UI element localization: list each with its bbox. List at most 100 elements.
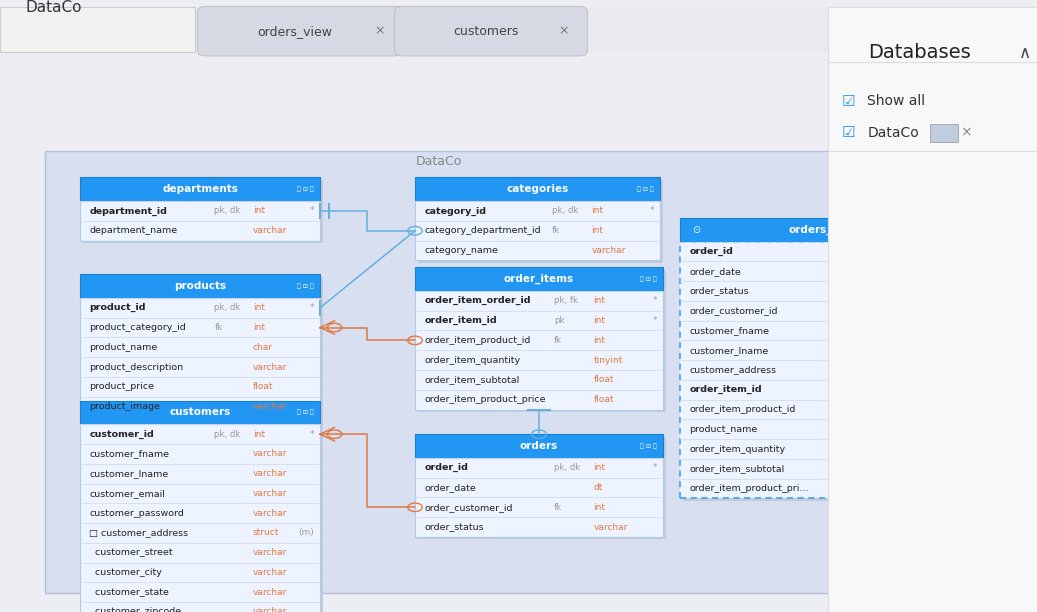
Text: varchar: varchar [253, 489, 287, 498]
Text: product_name: product_name [89, 343, 158, 352]
Text: varchar: varchar [873, 326, 907, 335]
Text: customers: customers [453, 24, 518, 38]
FancyBboxPatch shape [0, 7, 195, 52]
Text: fk: fk [554, 336, 562, 345]
Text: Databases: Databases [869, 43, 972, 62]
Text: varchar: varchar [253, 362, 287, 371]
FancyBboxPatch shape [683, 220, 951, 501]
Text: varchar: varchar [873, 346, 907, 355]
Text: 🖊 ⊡ 🖊: 🖊 ⊡ 🖊 [297, 409, 314, 416]
Text: pk: pk [830, 247, 841, 256]
Text: DataCo: DataCo [26, 0, 82, 15]
Text: *: * [652, 296, 656, 305]
Text: pk, dk: pk, dk [552, 206, 579, 215]
Text: customer_lname: customer_lname [690, 346, 768, 355]
Text: 🖊 ⊡ 🖊: 🖊 ⊡ 🖊 [640, 443, 656, 449]
FancyBboxPatch shape [80, 424, 320, 612]
Text: float: float [253, 382, 274, 391]
Text: ☑: ☑ [841, 94, 856, 109]
Text: int: int [593, 296, 606, 305]
FancyBboxPatch shape [415, 434, 663, 458]
FancyBboxPatch shape [415, 177, 660, 201]
Text: pk: pk [554, 316, 564, 325]
Text: int: int [591, 206, 604, 215]
FancyBboxPatch shape [418, 436, 666, 539]
Text: order_items: order_items [504, 274, 574, 284]
FancyBboxPatch shape [415, 291, 663, 409]
Text: customer_fname: customer_fname [89, 449, 169, 458]
Text: order_item_order_id: order_item_order_id [424, 296, 531, 305]
Text: struct: struct [253, 529, 279, 537]
Text: *: * [649, 206, 653, 215]
FancyBboxPatch shape [415, 458, 663, 537]
Text: department_id: department_id [89, 206, 167, 215]
Text: dt: dt [873, 267, 882, 276]
FancyBboxPatch shape [83, 403, 324, 612]
Text: *: * [937, 385, 942, 394]
FancyBboxPatch shape [45, 151, 833, 593]
Text: varchar: varchar [253, 509, 287, 518]
Text: int: int [593, 336, 606, 345]
Text: int: int [873, 385, 885, 394]
Text: pk, dk: pk, dk [215, 304, 241, 312]
Text: ☑: ☑ [841, 125, 856, 140]
Text: order_item_id: order_item_id [690, 385, 762, 394]
Text: order_item_subtotal: order_item_subtotal [690, 465, 785, 473]
FancyBboxPatch shape [83, 277, 324, 419]
Text: ∧: ∧ [1018, 44, 1031, 62]
Text: ref: ref [873, 365, 886, 375]
Text: product_description: product_description [89, 362, 184, 371]
Text: customer_fname: customer_fname [690, 326, 769, 335]
Text: tinyint: tinyint [593, 356, 623, 365]
Text: varchar: varchar [253, 226, 287, 235]
Text: customer_street: customer_street [89, 548, 173, 558]
Text: order_item_product_price: order_item_product_price [424, 395, 545, 404]
Text: float: float [593, 395, 614, 404]
FancyBboxPatch shape [83, 180, 324, 243]
FancyBboxPatch shape [828, 7, 1037, 612]
Text: int: int [873, 405, 885, 414]
Text: varchar: varchar [253, 449, 287, 458]
Text: customer_city: customer_city [89, 568, 162, 577]
Text: order_date: order_date [424, 483, 476, 492]
Text: customer_state: customer_state [89, 588, 169, 597]
Text: orders: orders [520, 441, 558, 451]
Text: product_category_id: product_category_id [89, 323, 186, 332]
FancyBboxPatch shape [198, 6, 403, 56]
Text: order_item_quantity: order_item_quantity [424, 356, 521, 365]
FancyBboxPatch shape [395, 6, 587, 56]
Text: *: * [309, 206, 314, 215]
Text: *: * [937, 247, 942, 256]
Text: 🖊 ⊡ 🖊: 🖊 ⊡ 🖊 [640, 276, 656, 282]
FancyBboxPatch shape [680, 242, 948, 498]
Text: int: int [253, 206, 264, 215]
Text: 🖊 ⊡ 🖊: 🖊 ⊡ 🖊 [297, 187, 314, 192]
Text: dt: dt [593, 483, 602, 492]
Text: order_item_product_id: order_item_product_id [690, 405, 795, 414]
Text: Show all: Show all [867, 94, 926, 108]
FancyBboxPatch shape [0, 7, 1037, 52]
Text: orders_view: orders_view [257, 24, 333, 38]
Text: varchar: varchar [253, 568, 287, 577]
Text: category_department_id: category_department_id [424, 226, 541, 235]
Text: pk, dk: pk, dk [215, 430, 241, 439]
Text: DataCo: DataCo [416, 155, 463, 168]
Text: orders_view: orders_view [788, 225, 859, 235]
Text: varchar: varchar [591, 246, 625, 255]
FancyBboxPatch shape [418, 180, 663, 263]
FancyBboxPatch shape [415, 267, 663, 291]
FancyBboxPatch shape [80, 298, 320, 416]
Text: order_id: order_id [424, 463, 469, 472]
Text: category_name: category_name [424, 246, 498, 255]
Text: order_item_product_pri...: order_item_product_pri... [690, 484, 809, 493]
Text: customers: customers [169, 408, 230, 417]
Text: departments: departments [162, 184, 237, 194]
Text: category_id: category_id [424, 206, 486, 215]
Text: float: float [593, 375, 614, 384]
Text: int: int [593, 316, 606, 325]
Text: product_name: product_name [690, 425, 758, 434]
Text: order_date: order_date [690, 267, 741, 276]
Text: int: int [253, 304, 264, 312]
Text: order_status: order_status [690, 286, 749, 296]
Text: *: * [652, 316, 656, 325]
